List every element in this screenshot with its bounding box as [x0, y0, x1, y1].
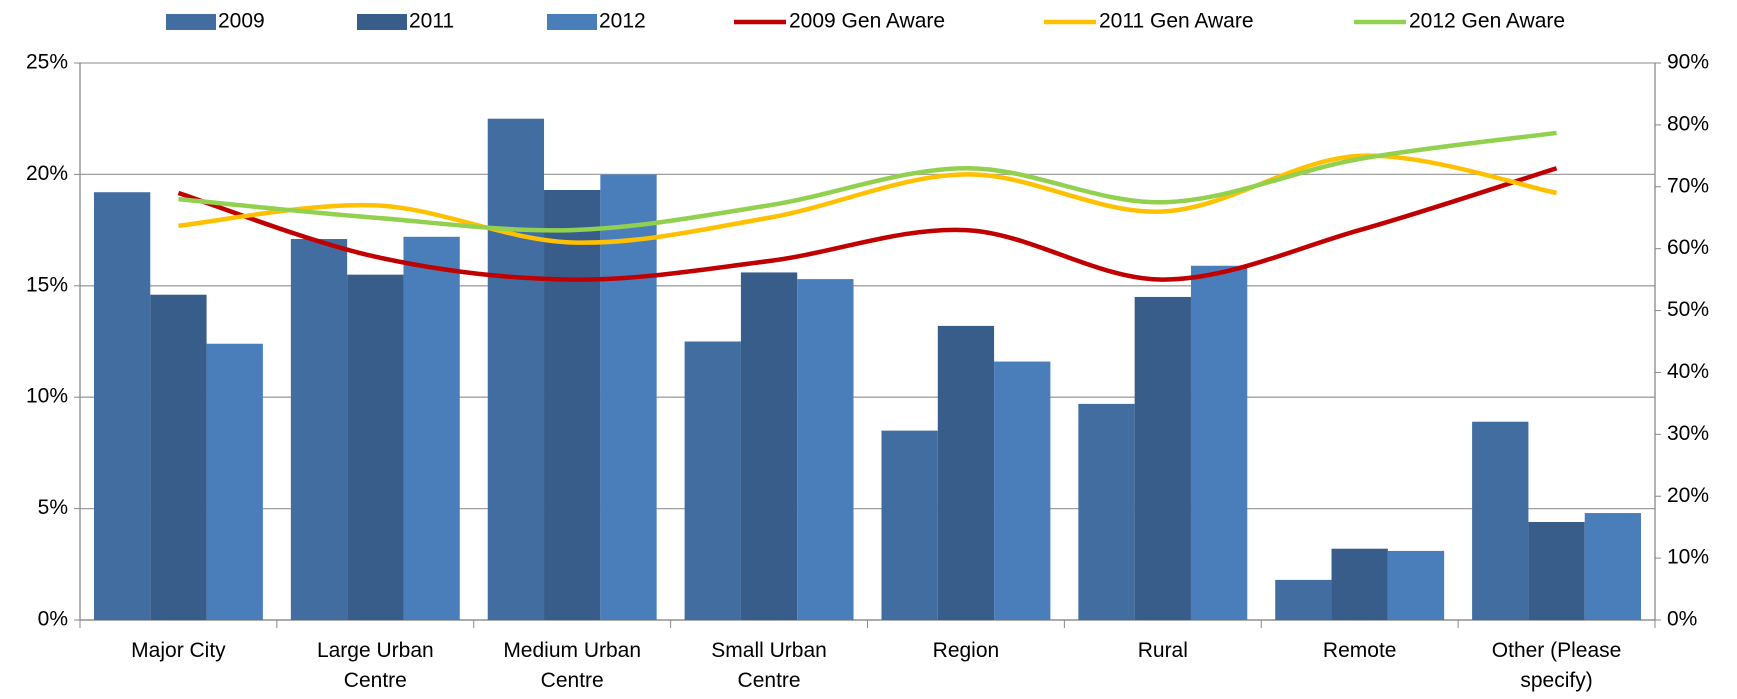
x-tick-label: Region: [932, 639, 1000, 662]
bar: [1134, 296, 1191, 620]
x-tick-label: Major City: [131, 639, 226, 662]
legend-swatch: [547, 14, 597, 30]
x-tick-label: Remote: [1322, 639, 1397, 662]
bar: [1528, 521, 1585, 620]
bar: [1078, 403, 1135, 620]
y-tick-label: 5%: [38, 496, 68, 519]
bar: [544, 189, 601, 620]
bar: [1331, 548, 1388, 620]
legend-label: 2011 Gen Aware: [1099, 10, 1254, 33]
bar: [206, 343, 263, 620]
line: [177, 166, 1558, 282]
bar: [1190, 265, 1248, 620]
bar: [937, 325, 995, 620]
y2-tick-label: 60%: [1667, 236, 1709, 259]
legend-label: 2012 Gen Aware: [1409, 10, 1565, 33]
x-tick-label: Medium Urban Centre: [503, 639, 642, 692]
y2-tick-label: 90%: [1667, 51, 1709, 74]
bar: [881, 430, 938, 620]
y-tick-label: 25%: [26, 51, 68, 74]
bar: [1472, 421, 1529, 620]
bar: [93, 192, 151, 620]
y2-tick-label: 20%: [1667, 484, 1709, 507]
x-tick-label: Large Urban Centre: [316, 639, 434, 692]
legend-label: 2011: [409, 10, 454, 33]
y-tick-label: 10%: [26, 385, 68, 408]
y-tick-label: 15%: [26, 273, 68, 296]
line: [178, 153, 1557, 245]
bar: [150, 294, 207, 620]
bar: [797, 279, 854, 620]
y2-tick-label: 40%: [1667, 360, 1709, 383]
legend-label: 2012: [599, 10, 646, 33]
y-tick-label: 20%: [26, 162, 68, 185]
bar: [487, 118, 545, 620]
y2-tick-label: 10%: [1667, 546, 1709, 569]
y-tick-label: 0%: [38, 608, 68, 631]
legend-label: 2009 Gen Aware: [789, 10, 945, 33]
x-tick-label: Small Urban Centre: [711, 639, 827, 692]
bar: [684, 341, 741, 620]
line: [178, 130, 1557, 233]
legend-swatch: [357, 14, 407, 30]
y2-tick-label: 30%: [1667, 422, 1709, 445]
y2-tick-label: 70%: [1667, 174, 1709, 197]
legend-swatch: [166, 14, 216, 30]
y2-tick-label: 50%: [1667, 298, 1709, 321]
y2-tick-label: 0%: [1667, 608, 1697, 631]
y2-tick-label: 80%: [1667, 112, 1709, 135]
bar: [1275, 579, 1332, 620]
x-tick-label: Rural: [1137, 639, 1188, 662]
bar: [600, 174, 657, 620]
bar: [740, 272, 798, 620]
bar: [1584, 513, 1642, 620]
bar: [403, 236, 460, 620]
bar: [347, 274, 404, 620]
bar: [290, 239, 348, 620]
legend-label: 2009: [218, 10, 265, 33]
x-tick-label: Other (Please specify): [1491, 639, 1622, 692]
bar: [1387, 550, 1445, 620]
bar: [994, 361, 1051, 620]
